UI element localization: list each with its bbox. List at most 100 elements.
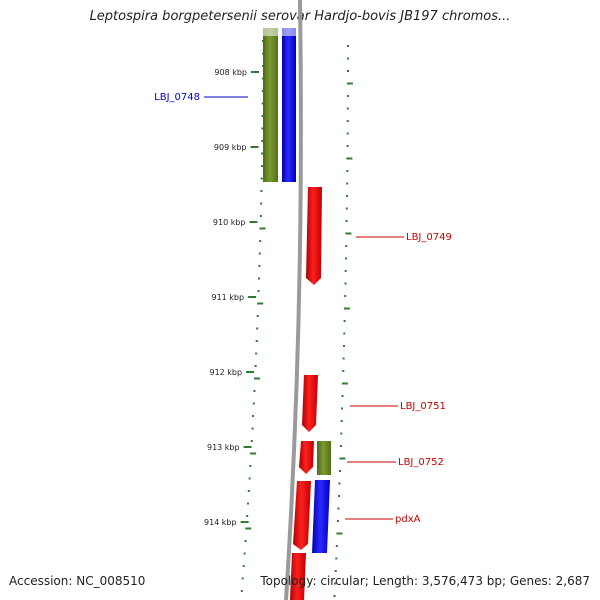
ring-dot [258,252,261,255]
blue-track-block-lower [312,480,330,553]
gene-arrow-lbj0752 [299,441,314,474]
ring-dot [345,232,352,235]
ring-dot [346,195,348,197]
gene-label[interactable]: LBJ_0752 [398,457,444,468]
genome-summary-text: Topology: circular; Length: 3,576,473 bp… [260,574,590,588]
gene-arrow-bottom [290,553,306,600]
ring-dot [344,295,347,297]
axis-tick [250,146,259,148]
ring-dot [254,377,260,380]
gene-label[interactable]: LBJ_0749 [406,232,452,243]
ring-dot [253,390,256,392]
ring-dot [243,552,246,555]
axis-tick-label: 911 kbp [211,293,244,302]
ring-dot [338,495,340,497]
ring-dot [257,302,264,305]
ring-dot [246,515,249,517]
ring-dot [334,570,337,572]
axis-tick-label: 909 kbp [214,143,247,152]
axis-tick [243,446,252,448]
gene-labels: LBJ_0748 LBJ_0749 LBJ_0751 LBJ_0752 pdxA [154,92,452,525]
ring-dot [346,157,353,160]
ring-dot [240,590,243,592]
ring-dot [260,190,263,192]
ring-dot [345,220,348,222]
axis-tick-label: 913 kbp [207,443,240,452]
ring-dot [338,482,341,485]
ring-dot [256,327,259,330]
axis-tick-label: 908 kbp [214,68,247,77]
ring-dot [244,540,247,542]
ring-dot [343,307,350,310]
ring-dot [342,357,345,360]
position-axis: 908 kbp 909 kbp 910 kbp 911 kbp 912 kbp 913 k… [204,68,259,527]
ring-dot [347,45,349,47]
ring-dot [338,470,341,472]
ring-dot [335,557,338,560]
ring-dot [343,332,346,335]
gene-arrow-lbj0751 [302,375,318,432]
ring-dot [251,427,254,430]
ring-dot [340,420,343,422]
ring-dot [341,382,348,385]
ring-dot [346,145,349,147]
ring-dot [346,132,349,135]
ring-dot [254,365,257,367]
ring-dot [347,57,349,60]
ring-dot [247,502,249,505]
ring-dot [242,565,245,567]
gene-label[interactable]: pdxA [395,514,421,525]
axis-tick-label: 914 kbp [204,518,237,527]
backbone-arc [284,0,303,600]
ring-dot [337,507,340,510]
green-track-block-lower [317,441,331,475]
ring-dot [256,315,259,317]
green-track-block-upper [263,28,278,182]
ring-dot [257,290,260,292]
ring-dot [261,115,264,117]
ring-dot [343,320,346,322]
axis-tick [240,521,249,523]
ring-dot [346,182,349,185]
ring-dot [345,257,347,260]
ring-dot [346,120,349,122]
ring-dot [261,140,264,142]
ring-dot [336,520,339,522]
ring-dot [248,477,251,480]
ring-dot [252,415,255,417]
axis-tick-label: 910 kbp [213,218,246,227]
ring-dot [335,545,338,547]
ring-dot [241,577,244,580]
gene-label[interactable]: LBJ_0751 [400,401,446,412]
ring-dot [340,432,343,435]
ring-dot [249,465,252,467]
gene-arrow-pdxa [293,481,311,550]
ring-dot [255,352,258,355]
ring-dot [346,82,353,85]
blue-track-block-upper [282,28,296,182]
ring-dot [260,202,263,205]
ring-dot [336,532,343,535]
ring-dot [341,407,344,410]
axis-tick-label: 912 kbp [209,368,242,377]
ring-dot [334,582,337,585]
ring-dot [346,95,349,97]
gene-label[interactable]: LBJ_0748 [154,92,200,103]
ring-dot [247,490,250,492]
ring-dot [261,90,264,92]
ring-dot [343,345,345,347]
ring-dot [259,240,262,242]
ring-dot [258,277,260,280]
accession-text: Accession: NC_008510 [9,574,146,588]
ring-dot [333,595,336,597]
gene-arrow-lbj0749 [306,187,322,285]
axis-tick [246,371,255,373]
ring-dot [259,227,266,230]
ring-dot [346,107,349,110]
ring-dot [341,395,344,397]
ring-dot [261,127,264,130]
ring-dot [345,207,348,210]
ring-dot [339,445,342,447]
